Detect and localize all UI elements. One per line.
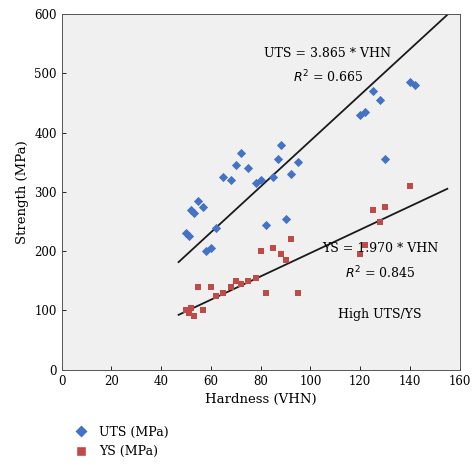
Point bbox=[277, 250, 284, 258]
Point bbox=[187, 206, 195, 213]
Point bbox=[287, 171, 294, 178]
Point bbox=[245, 164, 252, 172]
Text: YS = 1.970 * VHN: YS = 1.970 * VHN bbox=[322, 242, 438, 255]
Point bbox=[187, 304, 195, 311]
Point bbox=[262, 289, 269, 297]
Point bbox=[252, 274, 260, 282]
Point bbox=[182, 307, 190, 314]
Text: $R^2$ = 0.845: $R^2$ = 0.845 bbox=[345, 264, 415, 281]
Point bbox=[252, 179, 260, 187]
Point bbox=[406, 79, 414, 86]
Point bbox=[376, 218, 384, 226]
Point bbox=[245, 277, 252, 284]
Point bbox=[185, 233, 192, 240]
Point bbox=[232, 162, 239, 169]
Point bbox=[282, 256, 289, 264]
Point bbox=[202, 247, 210, 255]
Point bbox=[190, 209, 197, 217]
Point bbox=[381, 155, 389, 163]
Point bbox=[200, 307, 207, 314]
Point bbox=[269, 173, 277, 181]
Point bbox=[190, 313, 197, 320]
Text: $R^2$ = 0.665: $R^2$ = 0.665 bbox=[292, 69, 363, 85]
Point bbox=[237, 150, 245, 157]
Point bbox=[227, 283, 235, 291]
Point bbox=[219, 173, 227, 181]
Point bbox=[277, 141, 284, 148]
Text: High UTS/YS: High UTS/YS bbox=[338, 308, 422, 320]
Point bbox=[195, 283, 202, 291]
Point bbox=[262, 221, 269, 228]
Point bbox=[207, 283, 215, 291]
Point bbox=[257, 247, 264, 255]
Y-axis label: Strength (MPa): Strength (MPa) bbox=[16, 140, 29, 244]
Point bbox=[282, 215, 289, 222]
Legend: UTS (MPa), YS (MPa): UTS (MPa), YS (MPa) bbox=[63, 421, 174, 463]
Point bbox=[182, 230, 190, 237]
X-axis label: Hardness (VHN): Hardness (VHN) bbox=[205, 393, 317, 406]
Point bbox=[356, 111, 364, 119]
Point bbox=[287, 236, 294, 243]
Point bbox=[269, 245, 277, 252]
Point bbox=[232, 277, 239, 284]
Point bbox=[369, 206, 376, 213]
Point bbox=[237, 280, 245, 288]
Point bbox=[195, 197, 202, 205]
Point bbox=[362, 242, 369, 249]
Point bbox=[362, 108, 369, 116]
Point bbox=[376, 96, 384, 104]
Point bbox=[381, 203, 389, 210]
Point bbox=[219, 289, 227, 297]
Point bbox=[185, 310, 192, 317]
Point bbox=[274, 155, 282, 163]
Point bbox=[212, 292, 219, 300]
Point bbox=[200, 203, 207, 210]
Point bbox=[207, 245, 215, 252]
Point bbox=[369, 88, 376, 95]
Point bbox=[294, 159, 302, 166]
Point bbox=[411, 82, 419, 89]
Point bbox=[294, 289, 302, 297]
Text: UTS = 3.865 * VHN: UTS = 3.865 * VHN bbox=[264, 47, 392, 60]
Point bbox=[356, 250, 364, 258]
Point bbox=[257, 176, 264, 184]
Point bbox=[406, 182, 414, 190]
Point bbox=[227, 176, 235, 184]
Point bbox=[212, 224, 219, 231]
